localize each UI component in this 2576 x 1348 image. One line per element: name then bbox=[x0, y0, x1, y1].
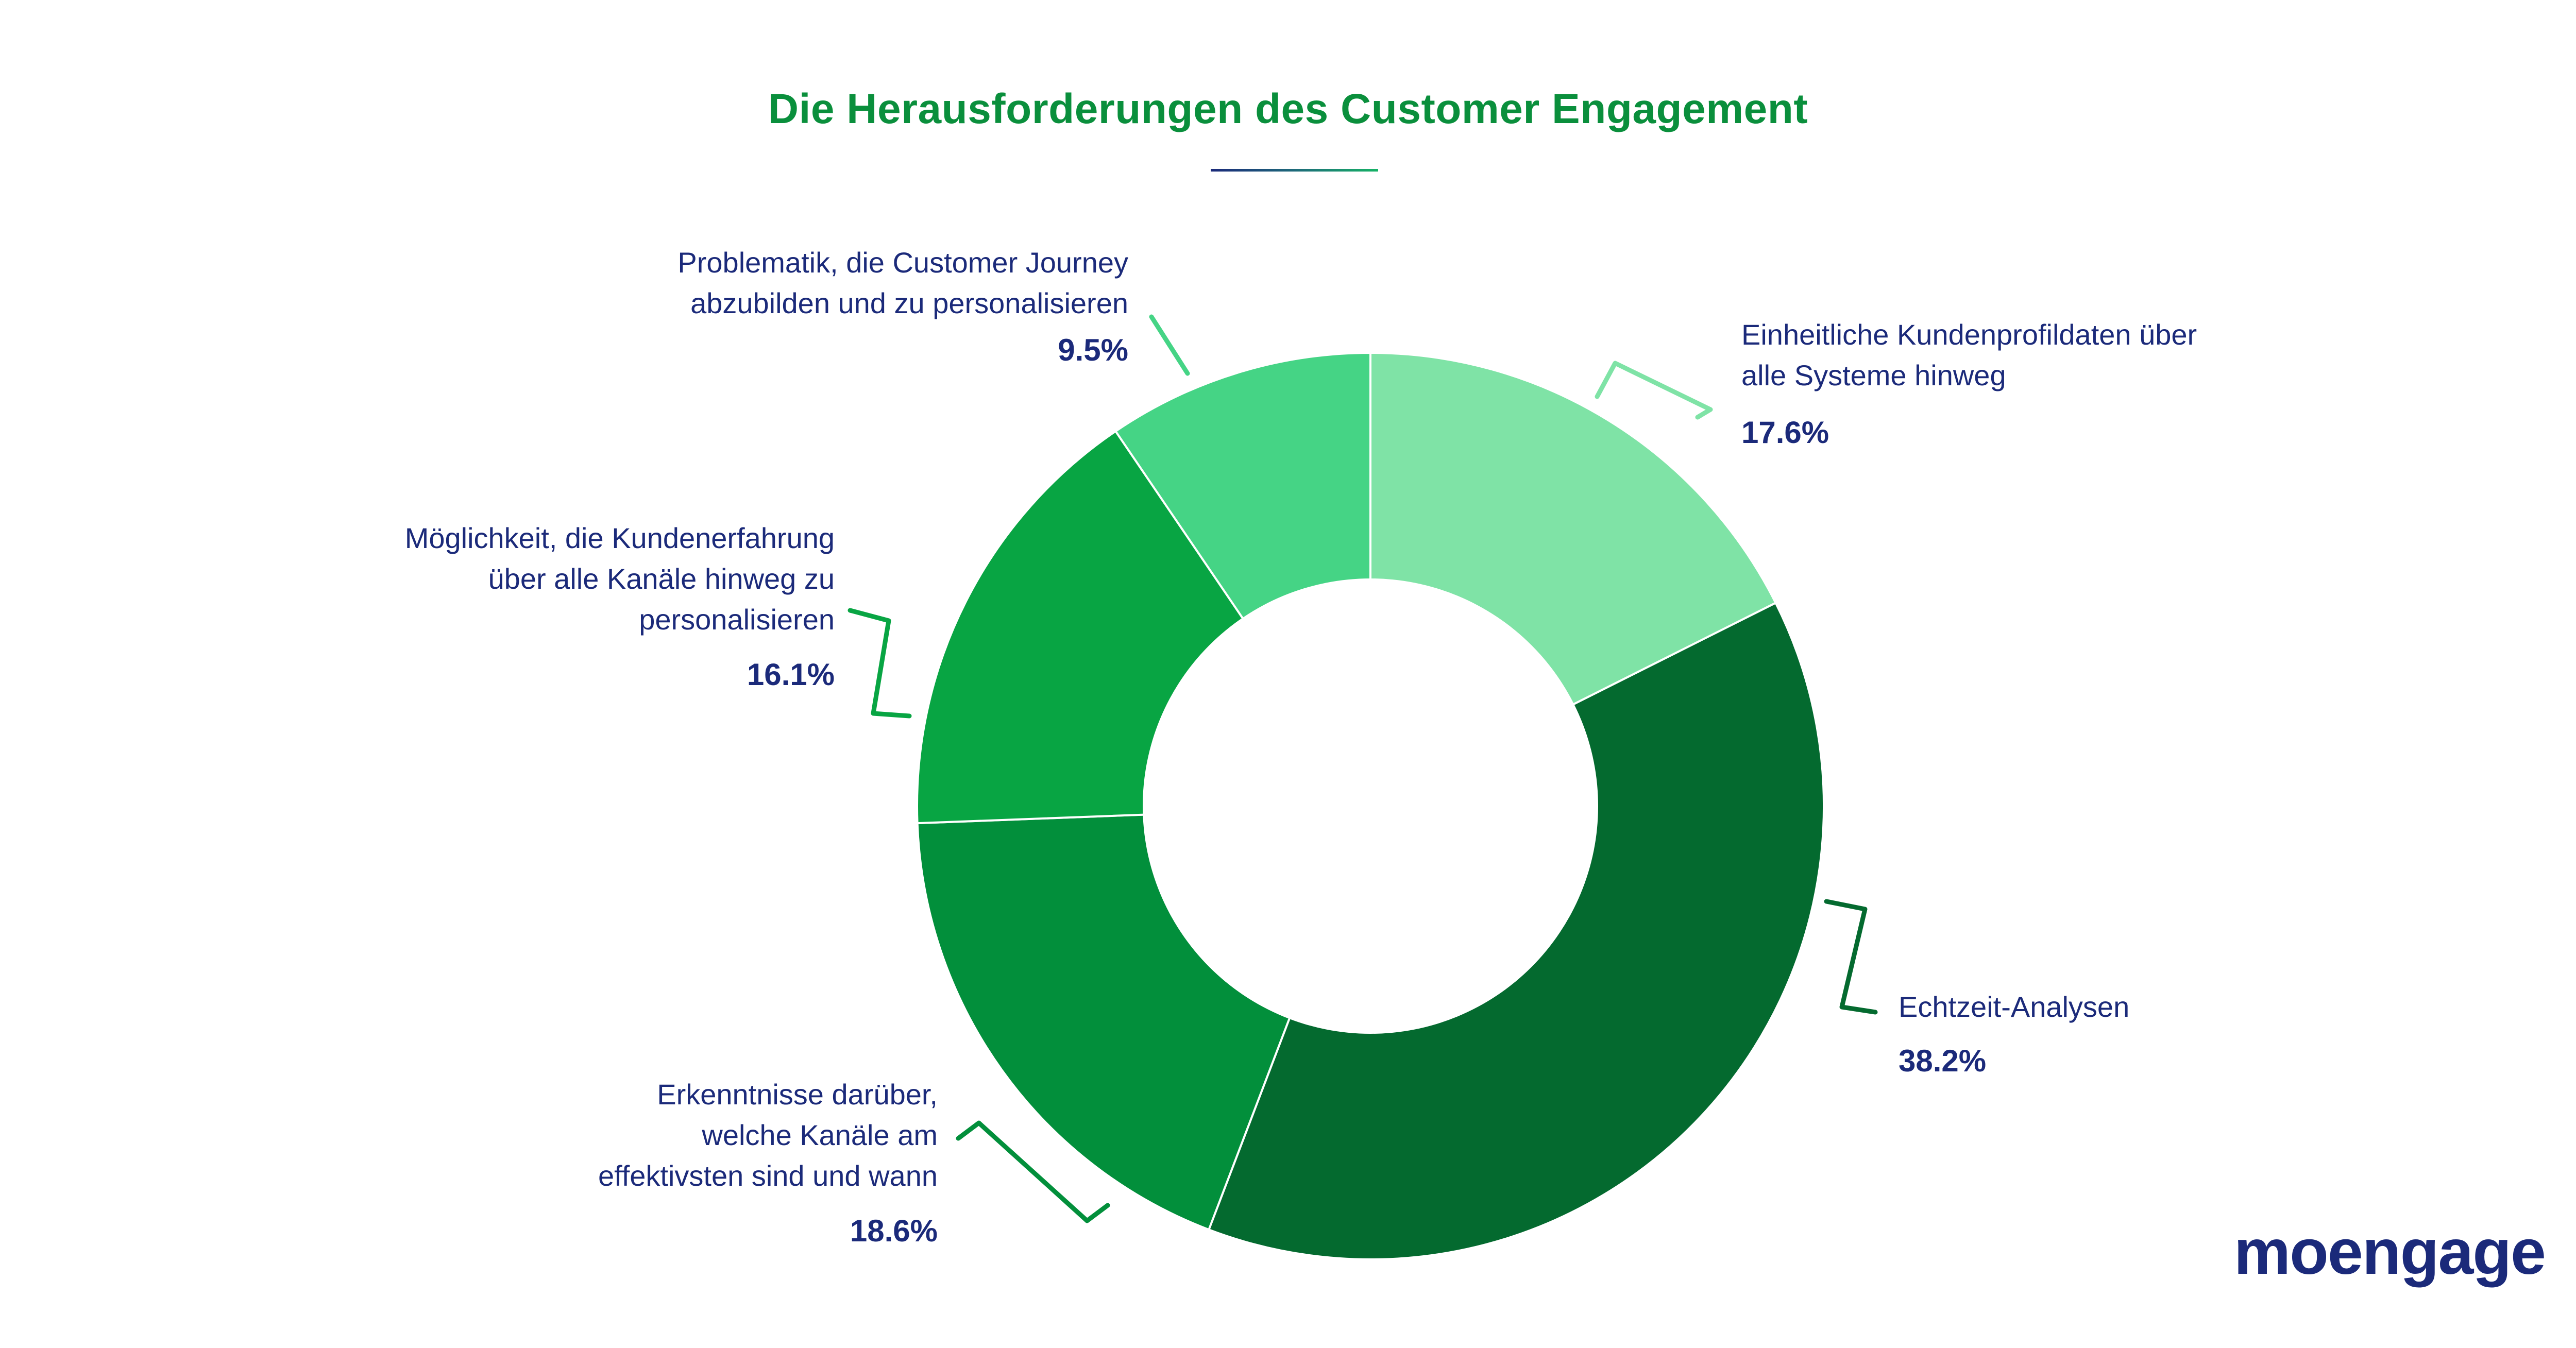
slice-value-1: 38.2% bbox=[1899, 1044, 1987, 1078]
slice-value-3: 16.1% bbox=[747, 657, 835, 692]
slice-label-1: Echtzeit-Analysen bbox=[1899, 986, 2362, 1027]
slice-label-3: Möglichkeit, die Kundenerfahrung über al… bbox=[216, 518, 835, 640]
slice-label-0-line-0: Einheitliche Kundenprofildaten über bbox=[1741, 318, 2197, 351]
slice-value-4: 9.5% bbox=[1058, 333, 1128, 367]
slice-label-3-line-2: personalisieren bbox=[639, 603, 835, 636]
leader-line-1 bbox=[1824, 899, 1878, 1015]
slice-label-4-line-0: Problematik, die Customer Journey bbox=[677, 246, 1128, 279]
leader-line-3 bbox=[848, 608, 912, 719]
chart-title: Die Herausforderungen des Customer Engag… bbox=[768, 86, 1808, 132]
slice-label-2: Erkenntnisse darüber, welche Kanäle am e… bbox=[361, 1074, 938, 1196]
slice-label-4: Problematik, die Customer Journey abzubi… bbox=[489, 242, 1128, 323]
donut-hole bbox=[1143, 578, 1598, 1034]
slice-label-2-line-2: effektivsten sind und wann bbox=[598, 1159, 938, 1192]
slice-value-2: 18.6% bbox=[850, 1214, 938, 1248]
slice-label-2-line-0: Erkenntnisse darüber, bbox=[657, 1078, 938, 1111]
leader-line-4 bbox=[1149, 314, 1190, 376]
title-underline bbox=[1211, 169, 1378, 172]
slice-label-1-line-0: Echtzeit-Analysen bbox=[1899, 991, 2130, 1023]
slice-label-2-line-1: welche Kanäle am bbox=[702, 1119, 938, 1151]
leader-line-2 bbox=[956, 1120, 1110, 1223]
slice-label-3-line-0: Möglichkeit, die Kundenerfahrung bbox=[404, 522, 835, 554]
slice-label-0: Einheitliche Kundenprofildaten über alle… bbox=[1741, 314, 2360, 396]
slice-value-0: 17.6% bbox=[1741, 415, 1829, 450]
slice-label-3-line-1: über alle Kanäle hinweg zu bbox=[488, 562, 835, 595]
leader-line-0 bbox=[1595, 361, 1713, 420]
slice-label-0-line-1: alle Systeme hinweg bbox=[1741, 359, 2006, 391]
slice-label-4-line-1: abzubilden und zu personalisieren bbox=[690, 287, 1128, 319]
moengage-logo: moengage bbox=[2233, 1217, 2546, 1288]
